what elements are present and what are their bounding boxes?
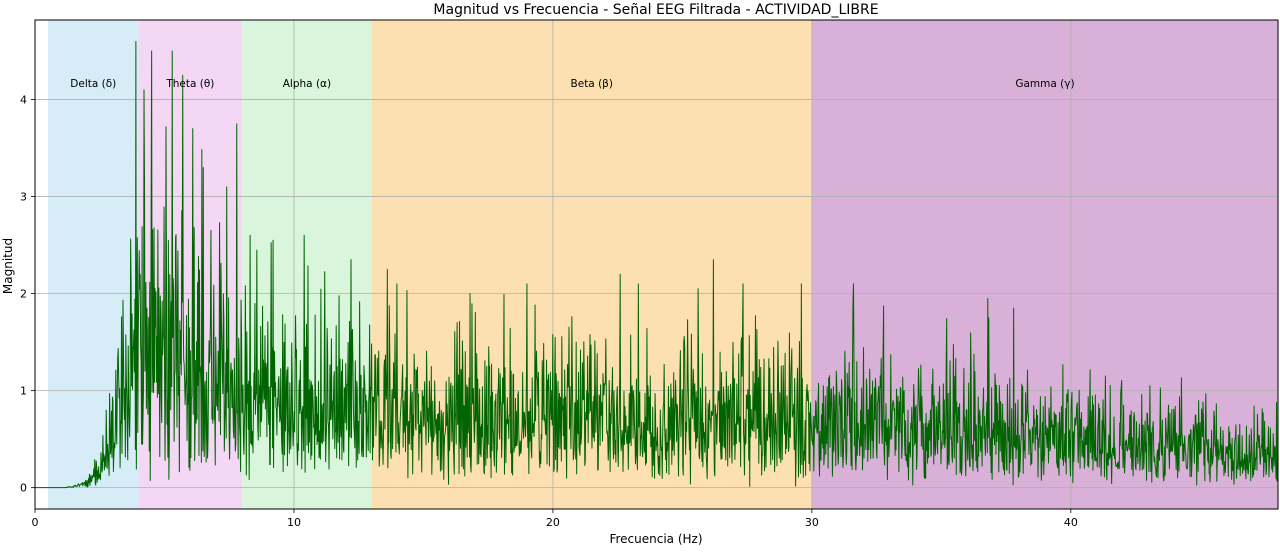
band-label: Gamma (γ) [1015,78,1074,90]
band-label: Theta (θ) [165,78,214,90]
x-tick-label: 40 [1064,516,1078,529]
y-axis-ticks: 0 1 2 3 4 [20,94,35,495]
chart-title: Magnitud vs Frecuencia - Señal EEG Filtr… [433,2,878,18]
grid-lines [34,20,1278,509]
x-tick-label: 20 [546,516,560,529]
band-label: Delta (δ) [70,78,116,90]
x-axis-ticks: 0 10 20 30 40 [32,509,1078,529]
band-region [47,20,139,509]
band-label: Beta (β) [571,78,613,90]
y-tick-label: 4 [20,94,27,107]
x-axis-label: Frecuencia (Hz) [609,532,702,546]
x-tick-label: 10 [287,516,301,529]
y-tick-label: 3 [20,191,27,204]
band-labels: Delta (δ) Theta (θ) Alpha (α) Beta (β) Gamma… [70,78,1074,90]
magnitude-line [34,40,1279,489]
x-tick-label: 0 [32,516,39,529]
y-tick-label: 1 [20,385,27,398]
signal-series [34,40,1279,489]
y-tick-label: 2 [20,288,27,301]
band-label: Alpha (α) [283,78,331,90]
x-tick-label: 30 [805,516,819,529]
plot-frame [34,19,1279,510]
y-tick-label: 0 [20,482,27,495]
y-axis-label: Magnitud [1,238,15,294]
